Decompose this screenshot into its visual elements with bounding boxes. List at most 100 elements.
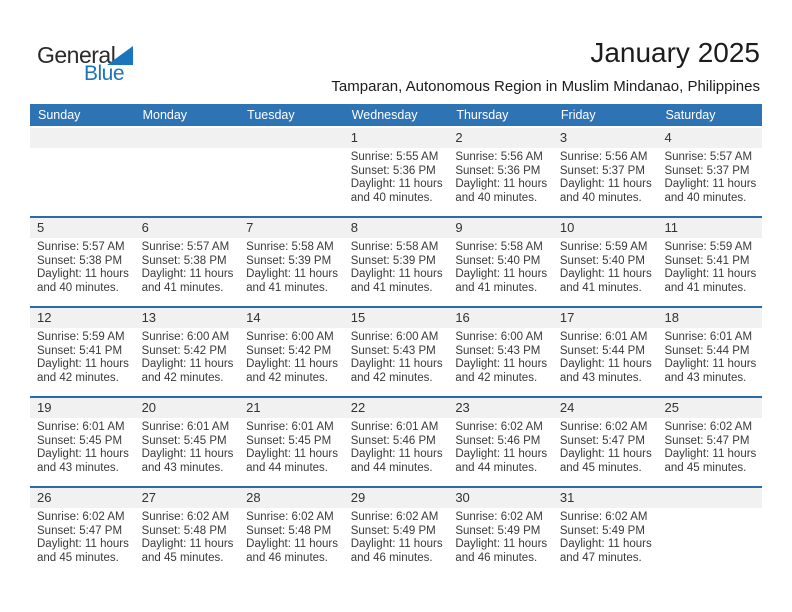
day-info: Sunrise: 5:58 AM Sunset: 5:40 PM Daylight:… [448, 238, 553, 295]
day-cell-31: 31 Sunrise: 6:02 AM Sunset: 5:49 PM Dayligh… [552, 488, 658, 576]
daylight-line-cont: and 45 minutes. [559, 461, 642, 474]
daylight-line: Daylight: 11 hours [455, 448, 548, 460]
sunset-line: Sunset: 5:38 PM [141, 254, 227, 267]
day-cell-8: 8 Sunrise: 5:58 AM Sunset: 5:39 PM Daylight… [343, 218, 449, 306]
sunrise-line: Sunrise: 6:02 AM [246, 511, 334, 523]
day-number-strip: 30 [448, 488, 553, 508]
sunset-line: Sunset: 5:42 PM [246, 344, 332, 357]
location-subtitle: Tamparan, Autonomous Region in Muslim Mi… [331, 78, 760, 95]
day-number: 14 [246, 310, 261, 325]
day-info: Sunrise: 6:02 AM Sunset: 5:46 PM Daylight:… [448, 418, 553, 475]
day-cell-28: 28 Sunrise: 6:02 AM Sunset: 5:48 PM Dayligh… [239, 488, 344, 576]
day-cell-19: 19 Sunrise: 6:01 AM Sunset: 5:45 PM Dayligh… [30, 398, 135, 486]
day-number: 15 [350, 310, 366, 325]
sunrise-line: Sunrise: 6:01 AM [350, 421, 439, 433]
day-number-strip: 20 [134, 398, 240, 418]
daylight-line-cont: and 42 minutes. [350, 371, 433, 384]
daylight-line: Daylight: 11 hours [141, 358, 234, 370]
day-info: Sunrise: 6:01 AM Sunset: 5:46 PM Daylight:… [344, 418, 449, 475]
sunset-line: Sunset: 5:36 PM [350, 164, 436, 177]
day-number-strip: 8 [343, 218, 449, 238]
weekday-header-sunday: Sunday [38, 108, 81, 122]
day-info: Sunrise: 6:01 AM Sunset: 5:44 PM Daylight:… [553, 328, 658, 385]
sunset-line: Sunset: 5:48 PM [141, 524, 227, 537]
day-number: 1 [350, 130, 358, 145]
day-number: 2 [455, 130, 463, 145]
day-number-strip [134, 128, 240, 148]
sunrise-line: Sunrise: 5:58 AM [455, 241, 543, 253]
logo-triangle-icon [107, 46, 133, 65]
daylight-line: Daylight: 11 hours [246, 358, 338, 370]
day-info: Sunrise: 6:01 AM Sunset: 5:44 PM Daylight:… [657, 328, 762, 385]
day-number: 17 [559, 310, 575, 325]
daylight-line: Daylight: 11 hours [246, 448, 338, 460]
daylight-line-cont: and 45 minutes. [141, 551, 224, 564]
sunrise-line: Sunrise: 5:58 AM [246, 241, 334, 253]
sunset-line: Sunset: 5:41 PM [37, 344, 123, 357]
sunrise-line: Sunrise: 6:00 AM [246, 331, 334, 343]
sunrise-line: Sunrise: 5:59 AM [37, 331, 125, 343]
day-number-strip: 31 [552, 488, 658, 508]
sunrise-line: Sunrise: 6:01 AM [141, 421, 230, 433]
day-cell-2: 2 Sunrise: 5:56 AM Sunset: 5:36 PM Daylight… [448, 128, 553, 216]
day-info: Sunrise: 6:02 AM Sunset: 5:47 PM Daylight:… [553, 418, 658, 475]
day-info: Sunrise: 6:02 AM Sunset: 5:49 PM Daylight:… [448, 508, 553, 565]
logo-text-blue: Blue [84, 62, 125, 85]
daylight-line-cont: and 46 minutes. [246, 551, 328, 564]
day-info: Sunrise: 6:02 AM Sunset: 5:47 PM Daylight:… [657, 418, 762, 475]
day-cell-12: 12 Sunrise: 5:59 AM Sunset: 5:41 PM Dayligh… [30, 308, 135, 396]
daylight-line-cont: and 46 minutes. [350, 551, 433, 564]
daylight-line: Daylight: 11 hours [559, 448, 652, 460]
day-cell-10: 10 Sunrise: 5:59 AM Sunset: 5:40 PM Dayligh… [552, 218, 658, 306]
week-row-3: 12 Sunrise: 5:59 AM Sunset: 5:41 PM Dayligh… [30, 306, 763, 396]
daylight-line: Daylight: 11 hours [350, 268, 443, 280]
day-info: Sunrise: 5:55 AM Sunset: 5:36 PM Daylight:… [344, 148, 449, 205]
day-number-strip: 29 [343, 488, 449, 508]
weekday-header-friday: Friday [560, 108, 596, 122]
day-cell-7: 7 Sunrise: 5:58 AM Sunset: 5:39 PM Daylight… [239, 218, 344, 306]
day-number: 26 [37, 490, 52, 505]
day-cell-26: 26 Sunrise: 6:02 AM Sunset: 5:47 PM Dayligh… [30, 488, 135, 576]
daylight-line-cont: and 40 minutes. [455, 191, 538, 204]
day-number: 31 [559, 490, 575, 505]
day-number-strip: 10 [552, 218, 658, 238]
daylight-line: Daylight: 11 hours [246, 538, 338, 550]
day-cell-22: 22 Sunrise: 6:01 AM Sunset: 5:46 PM Dayligh… [343, 398, 449, 486]
sunset-line: Sunset: 5:36 PM [455, 164, 541, 177]
day-number-strip: 26 [30, 488, 135, 508]
daylight-line: Daylight: 11 hours [141, 268, 234, 280]
sunrise-line: Sunrise: 6:02 AM [664, 421, 753, 433]
daylight-line-cont: and 42 minutes. [37, 371, 119, 384]
day-info: Sunrise: 5:59 AM Sunset: 5:40 PM Daylight:… [553, 238, 658, 295]
daylight-line-cont: and 45 minutes. [664, 461, 747, 474]
day-info: Sunrise: 6:02 AM Sunset: 5:47 PM Daylight:… [30, 508, 135, 565]
day-info: Sunrise: 6:00 AM Sunset: 5:43 PM Daylight:… [344, 328, 449, 385]
day-number-strip: 23 [448, 398, 553, 418]
day-info: Sunrise: 6:00 AM Sunset: 5:42 PM Daylight:… [239, 328, 344, 385]
day-cell-4: 4 Sunrise: 5:57 AM Sunset: 5:37 PM Daylight… [657, 128, 763, 216]
sunset-line: Sunset: 5:38 PM [37, 254, 123, 267]
day-info: Sunrise: 6:02 AM Sunset: 5:49 PM Daylight:… [344, 508, 449, 565]
weekday-header-tuesday: Tuesday [247, 108, 295, 122]
daylight-line-cont: and 41 minutes. [559, 281, 642, 294]
daylight-line-cont: and 44 minutes. [455, 461, 538, 474]
sunrise-line: Sunrise: 5:55 AM [350, 151, 439, 163]
daylight-line: Daylight: 11 hours [664, 358, 757, 370]
day-number-strip: 15 [343, 308, 449, 328]
sunset-line: Sunset: 5:46 PM [455, 434, 541, 447]
sunrise-line: Sunrise: 5:57 AM [664, 151, 753, 163]
day-info: Sunrise: 6:01 AM Sunset: 5:45 PM Daylight:… [239, 418, 344, 475]
day-info: Sunrise: 6:01 AM Sunset: 5:45 PM Daylight:… [135, 418, 240, 475]
sunrise-line: Sunrise: 6:01 AM [559, 331, 648, 343]
week-row-1: 1 Sunrise: 5:55 AM Sunset: 5:36 PM Daylight… [30, 128, 763, 216]
sunrise-line: Sunrise: 6:02 AM [455, 421, 543, 433]
day-info: Sunrise: 6:02 AM Sunset: 5:48 PM Daylight:… [239, 508, 344, 565]
week-row-4: 19 Sunrise: 6:01 AM Sunset: 5:45 PM Dayligh… [30, 396, 763, 486]
day-cell-14: 14 Sunrise: 6:00 AM Sunset: 5:42 PM Dayligh… [239, 308, 344, 396]
daylight-line: Daylight: 11 hours [37, 358, 129, 370]
day-number: 21 [246, 400, 261, 415]
day-info: Sunrise: 5:57 AM Sunset: 5:38 PM Daylight:… [135, 238, 240, 295]
daylight-line: Daylight: 11 hours [350, 358, 443, 370]
sunset-line: Sunset: 5:37 PM [559, 164, 645, 177]
